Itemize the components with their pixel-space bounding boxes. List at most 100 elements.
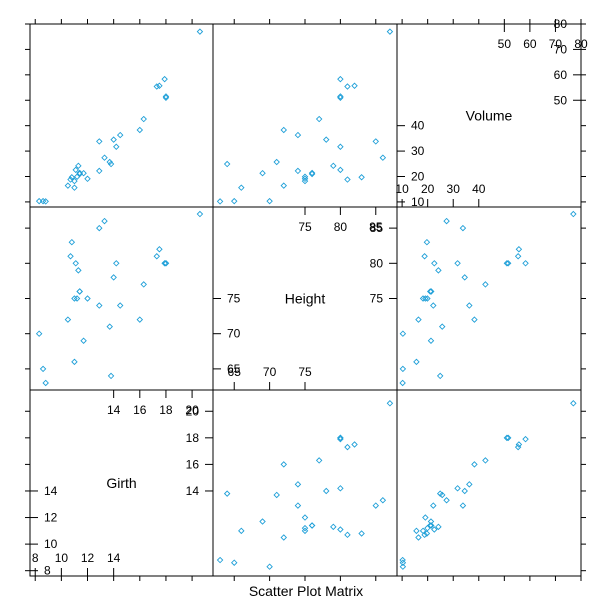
point-volume-girth bbox=[438, 491, 446, 499]
point-girth-height bbox=[68, 238, 76, 246]
point-height-volume bbox=[358, 174, 365, 181]
point-height-girth bbox=[230, 559, 238, 566]
point-volume-height bbox=[522, 260, 529, 267]
diagonal-label-girth: Girth bbox=[106, 475, 136, 491]
diag-tick-label-x-girth: 10 bbox=[55, 551, 69, 565]
point-height-volume bbox=[238, 184, 245, 191]
point-height-girth bbox=[280, 534, 288, 541]
point-girth-height bbox=[96, 224, 103, 232]
diag-tick-label-y-volume: 40 bbox=[411, 119, 425, 133]
diag-tick-label-x-volume: 50 bbox=[498, 37, 512, 51]
point-height-girth bbox=[344, 531, 351, 539]
ticks-layer bbox=[25, 19, 586, 581]
point-girth-volume bbox=[107, 160, 115, 168]
point-volume-height bbox=[415, 316, 422, 323]
point-height-girth bbox=[358, 530, 365, 537]
point-height-girth bbox=[266, 563, 273, 570]
point-height-girth bbox=[259, 518, 266, 525]
point-height-volume bbox=[351, 82, 358, 89]
point-girth-height bbox=[64, 316, 72, 323]
point-height-volume bbox=[386, 28, 394, 35]
point-girth-height bbox=[72, 260, 79, 267]
point-girth-volume bbox=[196, 28, 204, 35]
diag-tick-label-x-girth: 20 bbox=[185, 403, 199, 417]
diag-tick-label-y-height: 75 bbox=[227, 292, 241, 306]
diag-tick-label-x-girth: 16 bbox=[133, 403, 147, 417]
point-girth-height bbox=[76, 288, 83, 295]
diag-tick-label-y-girth: 14 bbox=[186, 484, 200, 498]
diag-tick-label-y-girth: 10 bbox=[44, 537, 58, 551]
point-girth-height bbox=[42, 379, 49, 387]
point-volume-girth bbox=[430, 502, 437, 509]
point-volume-girth bbox=[503, 434, 511, 442]
point-volume-height bbox=[570, 210, 577, 218]
diag-tick-label-x-volume: 30 bbox=[447, 182, 461, 196]
point-girth-height bbox=[153, 253, 161, 260]
point-girth-volume bbox=[72, 166, 79, 174]
point-girth-volume bbox=[71, 184, 78, 191]
diag-tick-label-y-height: 85 bbox=[370, 221, 384, 235]
panel-volume-vs-girth bbox=[396, 389, 582, 577]
point-volume-height bbox=[413, 358, 420, 366]
point-volume-girth bbox=[459, 502, 467, 509]
diag-tick-label-y-volume: 70 bbox=[554, 42, 568, 56]
point-volume-height bbox=[428, 288, 435, 295]
point-volume-height bbox=[422, 295, 429, 302]
point-volume-girth bbox=[471, 461, 478, 468]
diagonal-label-height: Height bbox=[285, 291, 326, 307]
point-height-girth bbox=[280, 461, 288, 468]
diag-tick-label-y-volume: 30 bbox=[411, 144, 425, 158]
point-volume-height bbox=[431, 260, 438, 267]
point-girth-volume bbox=[116, 131, 124, 139]
point-girth-volume bbox=[156, 82, 163, 89]
diagonal-label-volume: Volume bbox=[466, 108, 513, 124]
point-height-volume bbox=[273, 158, 280, 166]
point-girth-height bbox=[106, 323, 113, 330]
point-volume-girth bbox=[522, 435, 529, 443]
point-volume-height bbox=[427, 337, 435, 344]
point-girth-height bbox=[39, 365, 47, 373]
point-volume-girth bbox=[504, 434, 512, 442]
point-girth-volume bbox=[106, 158, 113, 166]
point-volume-girth bbox=[399, 556, 406, 564]
diag-tick-label-x-height: 85 bbox=[369, 220, 383, 234]
point-height-girth bbox=[308, 522, 316, 529]
point-volume-height bbox=[438, 323, 446, 330]
point-height-volume bbox=[337, 75, 344, 83]
point-girth-volume bbox=[96, 167, 103, 175]
point-height-girth bbox=[337, 434, 344, 442]
point-height-volume bbox=[280, 182, 288, 189]
point-volume-height bbox=[461, 274, 468, 281]
point-height-volume bbox=[337, 93, 344, 100]
point-girth-volume bbox=[96, 138, 103, 145]
point-girth-height bbox=[96, 302, 103, 309]
point-height-girth bbox=[315, 457, 323, 464]
point-girth-volume bbox=[153, 83, 161, 90]
point-height-volume bbox=[223, 160, 231, 168]
panel-volume-vs-volume bbox=[396, 23, 582, 208]
panel-girth-vs-height bbox=[29, 206, 214, 391]
diag-tick-label-x-girth: 14 bbox=[107, 551, 121, 565]
diag-tick-label-y-girth: 14 bbox=[44, 484, 58, 498]
point-girth-volume bbox=[136, 126, 144, 134]
point-volume-girth bbox=[421, 531, 428, 539]
diag-tick-label-x-volume: 20 bbox=[421, 182, 435, 196]
point-height-volume bbox=[308, 170, 316, 178]
point-volume-height bbox=[503, 260, 511, 267]
point-height-girth bbox=[301, 514, 309, 521]
point-volume-girth bbox=[413, 527, 420, 535]
panel-height-vs-girth bbox=[212, 389, 398, 577]
diag-tick-label-y-volume: 20 bbox=[411, 170, 425, 184]
diag-tick-label-x-volume: 10 bbox=[395, 182, 409, 196]
point-girth-volume bbox=[71, 177, 78, 185]
point-girth-height bbox=[116, 302, 124, 309]
point-volume-height bbox=[504, 260, 512, 267]
point-girth-height bbox=[113, 260, 120, 267]
point-girth-height bbox=[75, 267, 82, 274]
point-volume-height bbox=[459, 224, 467, 232]
diag-tick-label-x-girth: 18 bbox=[159, 403, 173, 417]
point-girth-volume bbox=[161, 75, 168, 83]
point-volume-height bbox=[424, 295, 431, 302]
point-height-girth bbox=[294, 502, 302, 509]
